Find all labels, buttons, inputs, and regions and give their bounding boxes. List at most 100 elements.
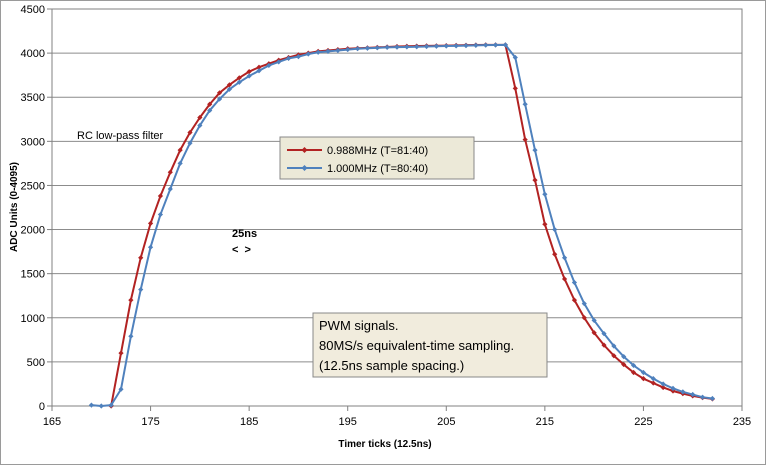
data-point: [463, 43, 469, 49]
legend-marker-series-1: [301, 147, 308, 153]
data-point: [374, 45, 380, 51]
data-point: [285, 55, 292, 62]
data-point: [552, 226, 558, 233]
data-point: [690, 391, 696, 398]
data-point: [128, 333, 134, 339]
data-point: [197, 114, 203, 121]
data-point: [364, 45, 371, 51]
data-point: [177, 160, 183, 166]
data-point: [542, 221, 548, 227]
info-line-2: 80MS/s equivalent-time sampling.: [319, 338, 514, 353]
legend-label-series-1: 0.988MHz (T=81:40): [327, 145, 428, 157]
data-point: [384, 44, 390, 50]
legend-marker-series-2: [301, 165, 308, 171]
data-point: [118, 386, 124, 392]
data-point: [216, 90, 223, 96]
y-tick-label: 3500: [21, 92, 45, 104]
y-tick-label: 1000: [21, 313, 45, 325]
y-tick-label: 500: [27, 357, 45, 369]
data-point: [98, 403, 104, 409]
data-point: [226, 86, 233, 92]
data-point: [394, 44, 400, 50]
data-point: [640, 369, 647, 376]
data-point: [522, 136, 528, 143]
y-tick-label: 2000: [21, 225, 45, 237]
data-point: [138, 255, 144, 261]
spacing-label: 25ns: [232, 228, 257, 240]
data-point: [88, 402, 95, 408]
x-tick-label: 175: [141, 416, 159, 428]
data-point: [216, 96, 223, 102]
data-point: [345, 46, 351, 53]
data-point: [680, 389, 686, 395]
legend: 0.988MHz (T=81:40) 1.000MHz (T=80:40): [279, 136, 475, 180]
data-point: [404, 44, 410, 50]
legend-label-series-2: 1.000MHz (T=80:40): [327, 163, 428, 175]
data-point: [138, 286, 144, 293]
y-axis-title: ADC Units (0-4095): [9, 162, 20, 252]
plot-area-border: [51, 8, 743, 407]
data-point: [157, 193, 164, 199]
data-point: [699, 394, 706, 400]
data-point: [128, 297, 134, 303]
data-point: [650, 376, 656, 382]
y-tick-labels: 0 500 1000 1500 2000 2500 3000 3500 4000 4500: [21, 4, 45, 413]
data-point: [473, 42, 479, 48]
x-tick-label: 185: [240, 416, 258, 428]
data-point: [522, 101, 528, 107]
data-point: [335, 47, 341, 54]
data-point: [315, 49, 321, 55]
data-point: [581, 315, 587, 321]
data-point: [532, 147, 538, 153]
data-point: [660, 381, 666, 387]
series-2: [88, 42, 716, 409]
legend-box: [279, 136, 475, 180]
data-point: [483, 42, 489, 48]
data-point: [147, 244, 154, 250]
data-point: [532, 177, 538, 183]
spacing-arrows: < >: [232, 244, 251, 256]
data-point: [601, 331, 607, 337]
data-point: [414, 44, 420, 50]
data-point: [502, 42, 509, 48]
data-point: [512, 85, 518, 91]
data-point: [157, 211, 164, 218]
data-point: [601, 342, 607, 348]
data-point: [197, 122, 203, 129]
data-point: [147, 220, 154, 226]
data-point: [621, 361, 627, 368]
data-point: [236, 75, 242, 81]
data-point: [266, 62, 272, 69]
data-point: [423, 43, 430, 50]
data-point: [177, 147, 183, 153]
y-tick-label: 4000: [21, 48, 45, 60]
data-point: [542, 191, 548, 197]
data-point: [670, 385, 676, 391]
info-box-frame: [312, 312, 548, 378]
x-tick-label: 215: [536, 416, 554, 428]
x-tick-label: 205: [437, 416, 455, 428]
data-point: [512, 54, 518, 61]
data-point: [591, 317, 597, 324]
x-tick-label: 235: [733, 416, 751, 428]
data-point: [552, 251, 558, 257]
y-tick-label: 3000: [21, 136, 45, 148]
data-point: [453, 43, 459, 49]
data-point: [118, 350, 124, 356]
data-point: [571, 297, 578, 303]
data-point: [305, 51, 311, 57]
x-tick-label: 225: [634, 416, 652, 428]
series-layer: [88, 42, 716, 409]
data-point: [187, 129, 193, 136]
data-point: [167, 169, 173, 175]
data-point: [611, 353, 617, 359]
data-point: [246, 73, 252, 79]
data-point: [226, 82, 233, 88]
data-point: [325, 48, 331, 54]
data-point: [591, 330, 597, 336]
x-axis-title: Timer ticks (12.5ns): [338, 439, 431, 450]
data-point: [492, 42, 499, 48]
data-point: [108, 402, 114, 408]
